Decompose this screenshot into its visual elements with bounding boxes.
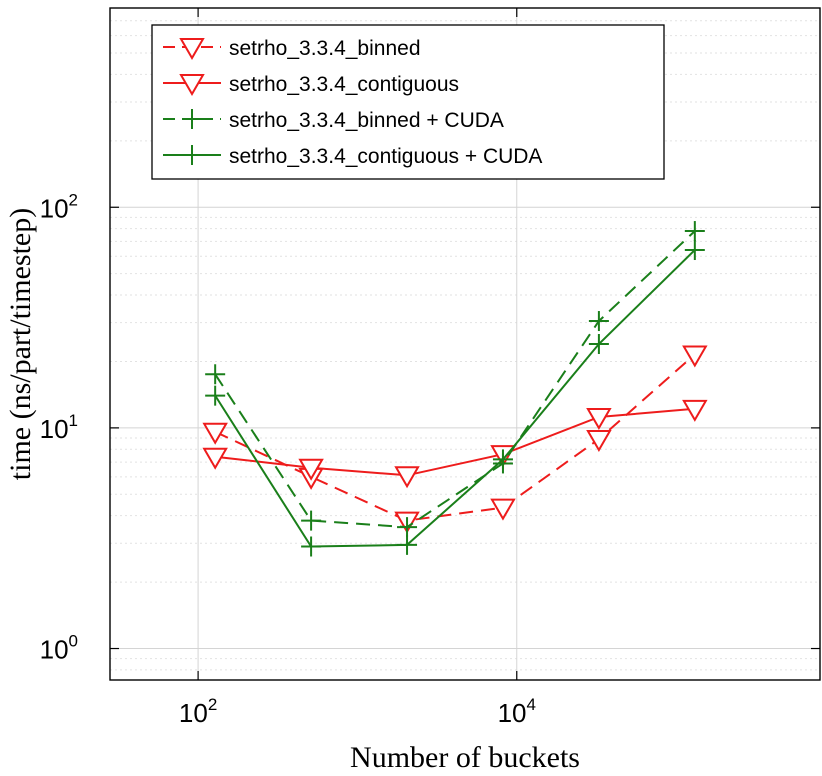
series-line [205,240,705,557]
triangle-down-marker [586,408,612,431]
triangle-down-marker [202,447,228,470]
plus-marker [397,517,418,538]
plus-marker [205,364,226,385]
legend-label: setrho_3.3.4_contiguous [229,73,459,96]
triangle-down-marker [298,458,324,481]
triangle-down-marker [490,498,516,521]
x-axis-title: Number of buckets [350,741,580,774]
series-path [214,353,696,522]
series-line [202,399,708,489]
plot-frame [109,7,821,681]
plus-marker [182,145,202,165]
series-path [215,407,695,477]
ticks: 100 101 102 102 104 [40,8,820,728]
plus-marker [684,240,705,261]
triangle-down-marker [179,74,205,96]
legend-entry: setrho_3.3.4_contiguous + CUDA [163,145,542,168]
y-axis-title: time (ns/part/timestep) [4,208,37,480]
y-tick-label: 100 [40,632,78,665]
series-line [205,221,705,538]
triangle-down-marker [682,399,708,422]
plus-marker [588,334,609,354]
plus-marker [492,449,513,470]
x-tick-label: 102 [179,695,217,728]
y-tick-label: 101 [40,411,78,444]
series-path [214,249,696,548]
plus-marker [684,221,705,242]
plus-marker [205,385,226,406]
legend-entry: setrho_3.3.4_binned [163,37,421,60]
legend-box [151,24,665,180]
triangle-down-marker [179,38,205,60]
triangle-down-marker [394,466,420,489]
series-layer [202,221,708,557]
plus-marker [588,311,609,332]
legend-entry: setrho_3.3.4_contiguous [163,73,459,96]
legend-label: setrho_3.3.4_binned + CUDA [229,109,504,132]
plus-marker [397,534,418,555]
legend-label: setrho_3.3.4_binned [229,37,421,60]
legend-label: setrho_3.3.4_contiguous + CUDA [229,145,542,168]
legend: setrho_3.3.4_binned setrho_3.3.4_contiguo… [151,24,665,180]
plus-marker [301,536,322,557]
triangle-down-marker [586,430,612,453]
plus-marker [182,109,202,129]
series-path [214,230,696,529]
legend-entry: setrho_3.3.4_binned + CUDA [163,109,504,132]
y-tick-label: 102 [40,190,78,223]
plus-marker [301,510,322,531]
triangle-down-marker [682,345,708,368]
x-tick-label: 104 [498,695,536,728]
triangle-down-marker [202,422,228,445]
